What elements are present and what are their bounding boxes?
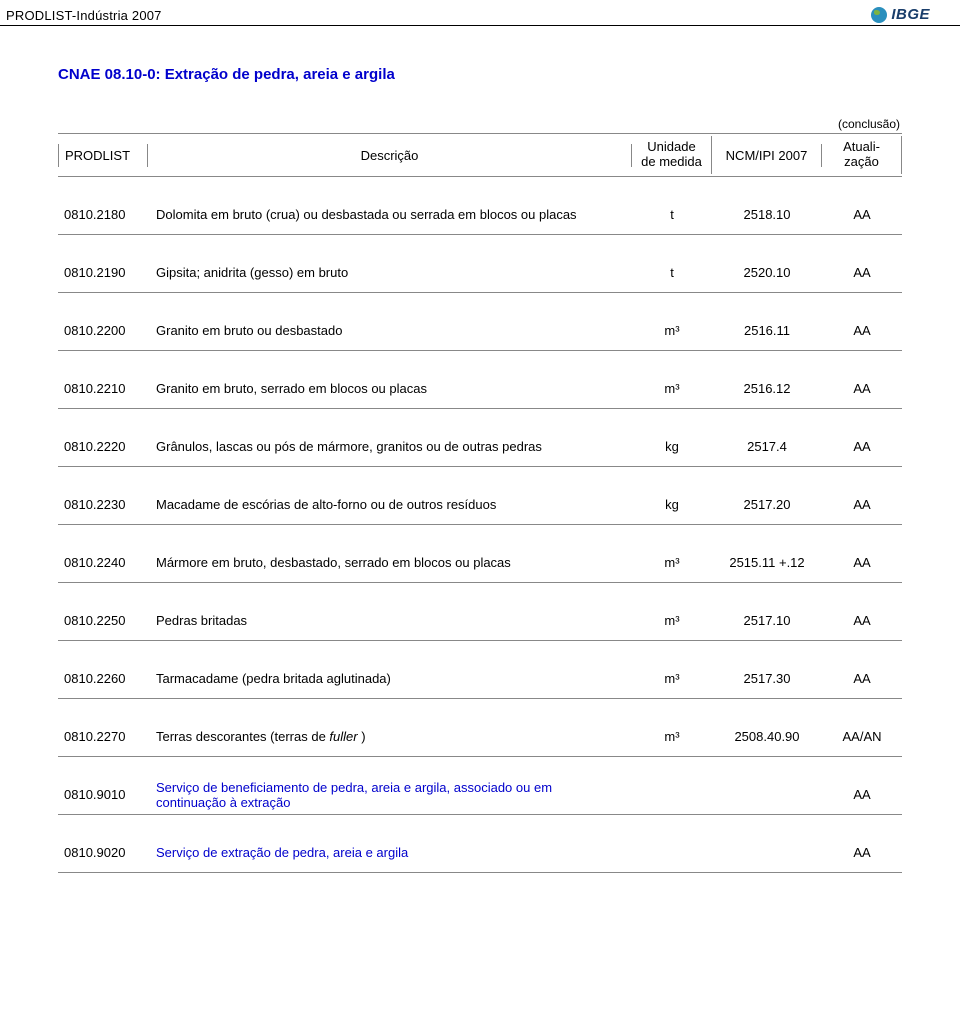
- conclusao-label: (conclusão): [58, 117, 902, 131]
- logo: IBGE: [871, 6, 930, 25]
- cell-unit: kg: [632, 435, 712, 458]
- logo-text: IBGE: [891, 6, 930, 23]
- cell-atu: AA: [822, 377, 902, 400]
- cell-unit: t: [632, 203, 712, 226]
- col-descricao: Descrição: [148, 144, 632, 167]
- cell-unit: t: [632, 261, 712, 284]
- cell-desc: Granito em bruto, serrado em blocos ou p…: [148, 377, 632, 400]
- cell-atu: AA: [822, 319, 902, 342]
- cell-atu: AA: [822, 841, 902, 864]
- cell-unit: [632, 849, 712, 857]
- cell-atu: AA: [822, 667, 902, 690]
- cell-desc: Tarmacadame (pedra britada aglutinada): [148, 667, 632, 690]
- cell-desc: Pedras britadas: [148, 609, 632, 632]
- cell-code: 0810.2240: [58, 551, 148, 574]
- cell-unit: [632, 791, 712, 799]
- cell-desc: Gipsita; anidrita (gesso) em bruto: [148, 261, 632, 284]
- col-unidade-l1: Unidade: [647, 139, 695, 154]
- cell-desc: Macadame de escórias de alto-forno ou de…: [148, 493, 632, 516]
- top-bar: PRODLIST-Indústria 2007 IBGE: [0, 0, 960, 26]
- cell-code: 0810.2180: [58, 203, 148, 226]
- cell-unit: m³: [632, 319, 712, 342]
- cell-atu: AA: [822, 435, 902, 458]
- cell-ncm: 2517.4: [712, 435, 822, 458]
- cell-atu: AA: [822, 493, 902, 516]
- col-atu-l2: zação: [844, 154, 879, 169]
- cell-desc: Dolomita em bruto (crua) ou desbastada o…: [148, 203, 632, 226]
- cell-ncm: 2515.11 +.12: [712, 551, 822, 574]
- cell-atu: AA: [822, 783, 902, 806]
- col-ncm: NCM/IPI 2007: [712, 144, 822, 167]
- cell-code: 0810.2260: [58, 667, 148, 690]
- table-row: 0810.2190Gipsita; anidrita (gesso) em br…: [58, 253, 902, 293]
- cell-unit: kg: [632, 493, 712, 516]
- col-unidade-l2: de medida: [641, 154, 702, 169]
- col-atu-l1: Atuali-: [843, 139, 880, 154]
- cell-ncm: 2520.10: [712, 261, 822, 284]
- cell-ncm: [712, 849, 822, 857]
- cell-desc: Grânulos, lascas ou pós de mármore, gran…: [148, 435, 632, 458]
- cell-ncm: [712, 791, 822, 799]
- cell-desc-post: ): [358, 729, 366, 744]
- cell-desc: Serviço de beneficiamento de pedra, arei…: [148, 776, 632, 814]
- col-unidade: Unidade de medida: [632, 136, 712, 174]
- table-row: 0810.9010Serviço de beneficiamento de pe…: [58, 775, 902, 815]
- cell-ncm: 2517.20: [712, 493, 822, 516]
- cell-code: 0810.9020: [58, 841, 148, 864]
- table-row: 0810.2270Terras descorantes (terras de f…: [58, 717, 902, 757]
- cell-ncm: 2517.30: [712, 667, 822, 690]
- cell-atu: AA: [822, 609, 902, 632]
- doc-title: PRODLIST-Indústria 2007: [6, 8, 162, 25]
- cell-unit: m³: [632, 667, 712, 690]
- cell-ncm: 2508.40.90: [712, 725, 822, 748]
- cell-code: 0810.9010: [58, 783, 148, 806]
- table-row: 0810.2180Dolomita em bruto (crua) ou des…: [58, 195, 902, 235]
- cell-code: 0810.2230: [58, 493, 148, 516]
- cell-atu: AA: [822, 261, 902, 284]
- table-row: 0810.9020Serviço de extração de pedra, a…: [58, 833, 902, 873]
- cell-code: 0810.2270: [58, 725, 148, 748]
- cell-desc: Serviço de extração de pedra, areia e ar…: [148, 841, 632, 864]
- cell-code: 0810.2190: [58, 261, 148, 284]
- cell-ncm: 2516.11: [712, 319, 822, 342]
- cell-ncm: 2516.12: [712, 377, 822, 400]
- cell-desc-pre: Terras descorantes (terras de: [156, 729, 329, 744]
- cell-unit: m³: [632, 551, 712, 574]
- cell-code: 0810.2200: [58, 319, 148, 342]
- table-row: 0810.2250Pedras britadasm³2517.10AA: [58, 601, 902, 641]
- cell-atu: AA: [822, 551, 902, 574]
- table-header-row: PRODLIST Descrição Unidade de medida NCM…: [58, 133, 902, 177]
- table-row: 0810.2210Granito em bruto, serrado em bl…: [58, 369, 902, 409]
- globe-icon: [871, 7, 887, 23]
- section-title: CNAE 08.10-0: Extração de pedra, areia e…: [58, 66, 902, 83]
- cell-desc: Mármore em bruto, desbastado, serrado em…: [148, 551, 632, 574]
- page: PRODLIST-Indústria 2007 IBGE CNAE 08.10-…: [0, 0, 960, 893]
- cell-code: 0810.2250: [58, 609, 148, 632]
- cell-code: 0810.2220: [58, 435, 148, 458]
- table-row: 0810.2200Granito em bruto ou desbastadom…: [58, 311, 902, 351]
- table-row: 0810.2240Mármore em bruto, desbastado, s…: [58, 543, 902, 583]
- cell-unit: m³: [632, 377, 712, 400]
- cell-unit: m³: [632, 725, 712, 748]
- table-row: 0810.2230Macadame de escórias de alto-fo…: [58, 485, 902, 525]
- cell-ncm: 2518.10: [712, 203, 822, 226]
- table-row: 0810.2260Tarmacadame (pedra britada aglu…: [58, 659, 902, 699]
- table-row: 0810.2220Grânulos, lascas ou pós de márm…: [58, 427, 902, 467]
- col-atualizacao: Atuali- zação: [822, 136, 902, 174]
- cell-ncm: 2517.10: [712, 609, 822, 632]
- cell-atu: AA/AN: [822, 725, 902, 748]
- col-prodlist: PRODLIST: [58, 144, 148, 167]
- cell-code: 0810.2210: [58, 377, 148, 400]
- cell-unit: m³: [632, 609, 712, 632]
- cell-desc-italic: fuller: [329, 729, 357, 744]
- cell-atu: AA: [822, 203, 902, 226]
- content: CNAE 08.10-0: Extração de pedra, areia e…: [0, 26, 960, 893]
- table-body: 0810.2180Dolomita em bruto (crua) ou des…: [58, 195, 902, 873]
- cell-desc: Terras descorantes (terras de fuller ): [148, 725, 632, 748]
- cell-desc: Granito em bruto ou desbastado: [148, 319, 632, 342]
